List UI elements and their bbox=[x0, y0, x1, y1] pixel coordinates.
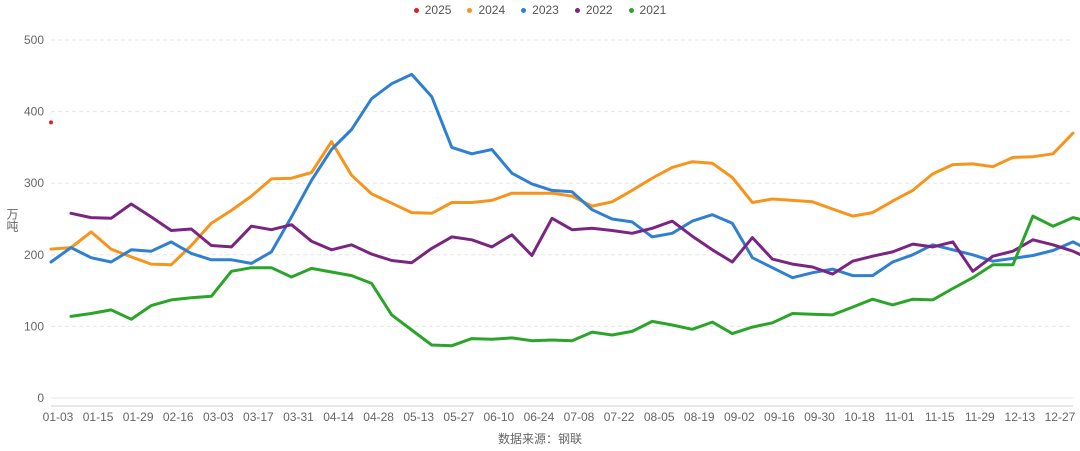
series-2025 bbox=[49, 120, 53, 125]
y-tick-label: 400 bbox=[24, 105, 44, 119]
legend-item-2025[interactable]: 2025 bbox=[413, 3, 452, 17]
series-line-2024[interactable] bbox=[49, 131, 1075, 267]
legend-label: 2023 bbox=[532, 3, 559, 17]
y-tick-label: 100 bbox=[24, 319, 44, 333]
x-tick-label: 09-30 bbox=[804, 410, 835, 424]
series-2021 bbox=[69, 214, 1080, 348]
legend-label: 2021 bbox=[639, 3, 667, 17]
x-tick-label: 11-15 bbox=[925, 410, 955, 424]
legend-label: 2024 bbox=[478, 3, 506, 17]
x-tick-label: 08-05 bbox=[644, 410, 675, 424]
x-tick-label: 05-13 bbox=[403, 410, 434, 424]
legend-dot-icon bbox=[413, 7, 419, 13]
x-tick-label: 09-16 bbox=[764, 410, 795, 424]
legend-item-2021[interactable]: 2021 bbox=[628, 3, 667, 17]
series-line-2022[interactable] bbox=[69, 202, 1080, 276]
legend-dot-icon bbox=[628, 7, 634, 13]
x-tick-label: 10-18 bbox=[844, 410, 875, 424]
x-tick-label: 01-03 bbox=[43, 410, 74, 424]
legend-label: 2022 bbox=[585, 3, 613, 17]
legend-item-2022[interactable]: 2022 bbox=[574, 3, 613, 17]
x-tick-label: 02-16 bbox=[163, 410, 194, 424]
y-tick-label: 500 bbox=[24, 33, 44, 47]
x-tick-label: 09-02 bbox=[724, 410, 755, 424]
x-tick-label: 01-29 bbox=[123, 410, 154, 424]
x-tick-label: 03-17 bbox=[243, 410, 274, 424]
legend-dot-icon bbox=[521, 7, 527, 13]
x-tick-label: 08-19 bbox=[684, 410, 715, 424]
x-tick-label: 11-29 bbox=[965, 410, 995, 424]
legend-dot-icon bbox=[467, 7, 473, 13]
x-tick-label: 06-10 bbox=[484, 410, 515, 424]
legend-item-2024[interactable]: 2024 bbox=[467, 3, 505, 17]
legend: 2025 2024 2023 2022 2021 bbox=[0, 3, 1080, 17]
x-tick-label: 12-27 bbox=[1045, 410, 1076, 424]
x-tick-label: 11-01 bbox=[885, 410, 915, 424]
y-tick-label: 300 bbox=[24, 176, 44, 190]
data-point[interactable] bbox=[49, 120, 53, 125]
x-tick-label: 05-27 bbox=[443, 410, 474, 424]
x-tick-label: 04-14 bbox=[323, 410, 354, 424]
y-axis-label: 万吨 bbox=[5, 208, 19, 232]
x-tick-label: 12-13 bbox=[1005, 410, 1036, 424]
legend-item-2023[interactable]: 2023 bbox=[521, 3, 559, 17]
series-2022 bbox=[69, 202, 1080, 276]
y-tick-label: 200 bbox=[24, 248, 44, 262]
series-line-2021[interactable] bbox=[69, 214, 1080, 348]
data-source-note: 数据来源：钢联 bbox=[497, 432, 582, 446]
x-tick-label: 03-03 bbox=[203, 410, 234, 424]
x-tick-label: 06-24 bbox=[524, 410, 555, 424]
series-line-2023[interactable] bbox=[49, 72, 1080, 280]
x-tick-label: 07-22 bbox=[604, 410, 635, 424]
legend-dot-icon bbox=[574, 7, 580, 13]
series-2023 bbox=[49, 72, 1080, 280]
x-tick-label: 03-31 bbox=[283, 410, 314, 424]
x-tick-label: 07-08 bbox=[564, 410, 595, 424]
series-2024 bbox=[49, 131, 1075, 267]
y-tick-label: 0 bbox=[37, 391, 44, 405]
x-tick-label: 04-28 bbox=[363, 410, 394, 424]
legend-label: 2025 bbox=[424, 3, 452, 17]
x-tick-label: 01-15 bbox=[83, 410, 114, 424]
